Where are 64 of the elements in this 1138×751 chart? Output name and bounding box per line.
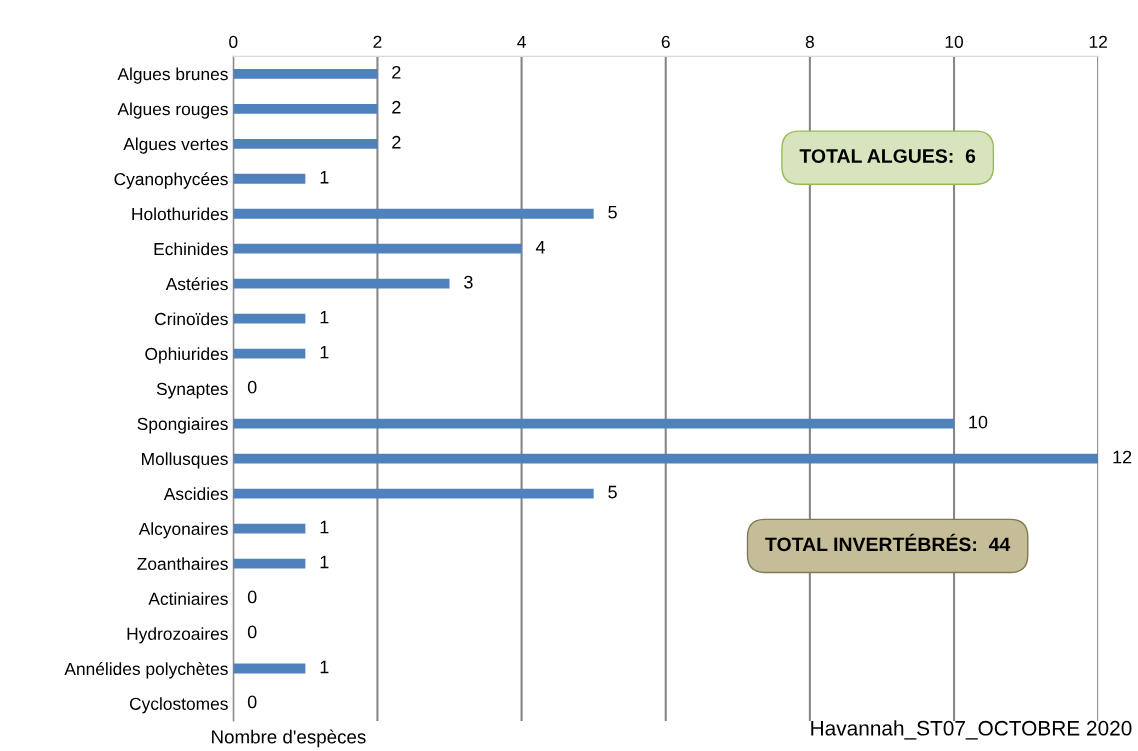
bar (233, 278, 450, 289)
data-label: 4 (535, 240, 545, 254)
data-label: 0 (247, 590, 257, 604)
annotation: TOTAL ALGUES: 6 (799, 149, 976, 163)
bar (233, 663, 306, 674)
data-label: 0 (247, 380, 257, 394)
data-label: 1 (320, 520, 329, 534)
data-label: 1 (320, 660, 329, 674)
y-tick-label: Cyclostomes (129, 697, 228, 714)
y-tick-label: Synaptes (156, 382, 228, 399)
y-tick-label: Crinoïdes (155, 312, 228, 326)
x-tick-label: 2 (373, 35, 382, 48)
x-tick-label: 0 (229, 35, 238, 49)
y-tick-label: Zoanthaires (137, 557, 228, 571)
y-tick-label: Spongiaires (137, 417, 228, 434)
y-tick-label: Algues brunes (117, 67, 228, 84)
data-label: 1 (320, 345, 329, 359)
x-tick-label: 6 (661, 35, 670, 49)
y-tick-label: Holothurides (132, 207, 228, 221)
bar (233, 313, 306, 324)
data-label: 0 (247, 695, 257, 709)
data-label: 5 (608, 485, 617, 499)
data-label: 12 (1113, 450, 1132, 464)
y-tick-label: Mollusques (142, 452, 228, 469)
y-tick-label: Echinides (154, 242, 228, 256)
data-label: 5 (608, 205, 617, 219)
bar (233, 523, 306, 534)
data-label: 2 (392, 135, 401, 149)
bar (233, 173, 306, 184)
bar (233, 243, 522, 254)
bar (233, 453, 1099, 464)
y-tick-label: Ophiurides (145, 347, 228, 364)
y-tick-label: Alcyonaires (138, 522, 228, 539)
y-tick-label: Annélides polychètes (64, 662, 228, 679)
bar (233, 348, 306, 359)
bar (233, 68, 378, 79)
x-tick-label: 10 (945, 35, 963, 49)
data-label: 1 (320, 171, 329, 184)
y-tick-label: Algues rouges (117, 102, 228, 119)
y-tick-label: Cyanophycées (114, 172, 228, 189)
bar (233, 138, 378, 149)
bar (233, 103, 378, 114)
data-label: 0 (247, 625, 257, 639)
y-tick-label: Algues vertes (123, 137, 228, 154)
x-tick-label: 12 (1089, 35, 1107, 48)
y-tick-label: Ascidies (163, 487, 228, 501)
data-label: 1 (320, 310, 329, 324)
bar (233, 558, 306, 569)
x-axis-title: Nombre d'espèces (212, 729, 366, 748)
data-label: 2 (392, 100, 401, 114)
y-tick-label: Actiniaires (148, 592, 228, 605)
x-tick-label: 4 (517, 35, 526, 48)
bar (233, 488, 594, 499)
data-label: 2 (392, 65, 401, 79)
data-label: 3 (464, 275, 473, 289)
annotation: TOTAL INVERTÉBRÉS: 44 (765, 533, 1011, 552)
x-tick-label: 8 (805, 35, 814, 49)
annotation: Havannah_ST07_OCTOBRE 2020 (811, 720, 1132, 740)
y-tick-label: Astéries (165, 277, 228, 291)
data-label: 10 (969, 415, 988, 429)
data-label: 1 (320, 555, 329, 569)
bar (233, 418, 955, 429)
y-tick-label: Hydrozoaires (127, 627, 228, 644)
bar (233, 208, 594, 219)
